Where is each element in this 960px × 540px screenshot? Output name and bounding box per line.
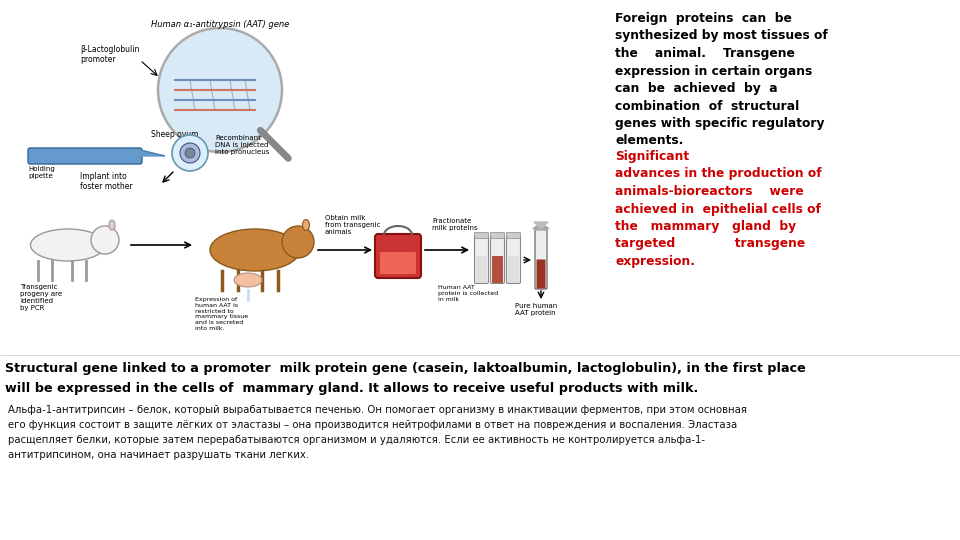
- Text: expression in certain organs: expression in certain organs: [615, 64, 812, 78]
- Text: Human α₁-antitrypsin (AAT) gene: Human α₁-antitrypsin (AAT) gene: [151, 20, 289, 29]
- Text: synthesized by most tissues of: synthesized by most tissues of: [615, 30, 828, 43]
- Text: the   mammary   gland  by: the mammary gland by: [615, 220, 796, 233]
- Ellipse shape: [109, 220, 115, 230]
- Circle shape: [180, 143, 200, 163]
- FancyBboxPatch shape: [492, 256, 503, 283]
- Circle shape: [185, 148, 195, 158]
- FancyBboxPatch shape: [537, 260, 545, 288]
- Text: will be expressed in the cells of  mammary gland. It allows to receive useful pr: will be expressed in the cells of mammar…: [5, 382, 698, 395]
- Text: Альфа-1-антитрипсин – белок, который вырабатывается печенью. Он помогает организ: Альфа-1-антитрипсин – белок, который выр…: [8, 405, 747, 415]
- Text: can  be  achieved  by  a: can be achieved by a: [615, 82, 778, 95]
- Text: Transgenic
progeny are
identified
by PCR: Transgenic progeny are identified by PCR: [20, 284, 62, 311]
- FancyBboxPatch shape: [507, 235, 520, 284]
- FancyBboxPatch shape: [380, 252, 416, 274]
- FancyBboxPatch shape: [474, 233, 489, 239]
- Text: Human AAT
protein is collected
in milk: Human AAT protein is collected in milk: [438, 285, 498, 302]
- Polygon shape: [533, 228, 549, 230]
- Text: genes with specific regulatory: genes with specific regulatory: [615, 117, 825, 130]
- Text: Pure human
AAT protein: Pure human AAT protein: [515, 303, 557, 316]
- FancyBboxPatch shape: [491, 233, 505, 239]
- FancyBboxPatch shape: [474, 235, 489, 284]
- Circle shape: [282, 226, 314, 258]
- Polygon shape: [140, 150, 165, 156]
- Text: combination  of  structural: combination of structural: [615, 99, 800, 112]
- Text: Fractionate
milk proteins: Fractionate milk proteins: [432, 218, 478, 231]
- Polygon shape: [534, 222, 548, 228]
- Text: Holding
pipette: Holding pipette: [28, 166, 55, 179]
- Text: Obtain milk
from transgenic
animals: Obtain milk from transgenic animals: [325, 215, 380, 235]
- FancyBboxPatch shape: [491, 235, 505, 284]
- Text: Structural gene linked to a promoter  milk protein gene (casein, laktoalbumin, l: Structural gene linked to a promoter mil…: [5, 362, 805, 375]
- Text: expression.: expression.: [615, 255, 695, 268]
- Text: β-Lactoglobulin
promoter: β-Lactoglobulin promoter: [80, 45, 139, 64]
- Circle shape: [158, 28, 282, 152]
- Ellipse shape: [31, 229, 106, 261]
- Text: animals-bioreactors    were: animals-bioreactors were: [615, 185, 804, 198]
- Text: elements.: elements.: [615, 134, 684, 147]
- Text: Foreign  proteins  can  be: Foreign proteins can be: [615, 12, 792, 25]
- FancyBboxPatch shape: [28, 148, 142, 164]
- Text: расщепляет белки, которые затем перерабатываются организмом и удаляются. Если ее: расщепляет белки, которые затем перераба…: [8, 435, 705, 445]
- Text: его функция состоит в защите лёгких от эластазы – она производится нейтрофилами : его функция состоит в защите лёгких от э…: [8, 420, 737, 430]
- FancyBboxPatch shape: [476, 256, 487, 283]
- Text: achieved in  epithelial cells of: achieved in epithelial cells of: [615, 202, 821, 215]
- Text: Sheep ovum: Sheep ovum: [152, 130, 199, 139]
- Text: Significant: Significant: [615, 150, 689, 163]
- Ellipse shape: [302, 219, 309, 231]
- FancyBboxPatch shape: [535, 227, 547, 289]
- Text: антитрипсином, она начинает разрушать ткани легких.: антитрипсином, она начинает разрушать тк…: [8, 450, 309, 460]
- Circle shape: [91, 226, 119, 254]
- Text: targeted              transgene: targeted transgene: [615, 238, 805, 251]
- Text: Implant into
foster mother: Implant into foster mother: [80, 172, 132, 191]
- Text: the    animal.    Transgene: the animal. Transgene: [615, 47, 795, 60]
- Ellipse shape: [234, 273, 262, 287]
- Text: Recombinant
DNA is injected
into pronucleus: Recombinant DNA is injected into pronucl…: [215, 135, 270, 155]
- Text: Expression of
human AAT is
restricted to
mammary tissue
and is secreted
into mil: Expression of human AAT is restricted to…: [195, 297, 248, 331]
- Circle shape: [172, 135, 208, 171]
- Text: advances in the production of: advances in the production of: [615, 167, 822, 180]
- Ellipse shape: [210, 229, 300, 271]
- FancyBboxPatch shape: [507, 233, 520, 239]
- Polygon shape: [140, 150, 165, 156]
- FancyBboxPatch shape: [375, 234, 421, 278]
- FancyBboxPatch shape: [508, 256, 519, 283]
